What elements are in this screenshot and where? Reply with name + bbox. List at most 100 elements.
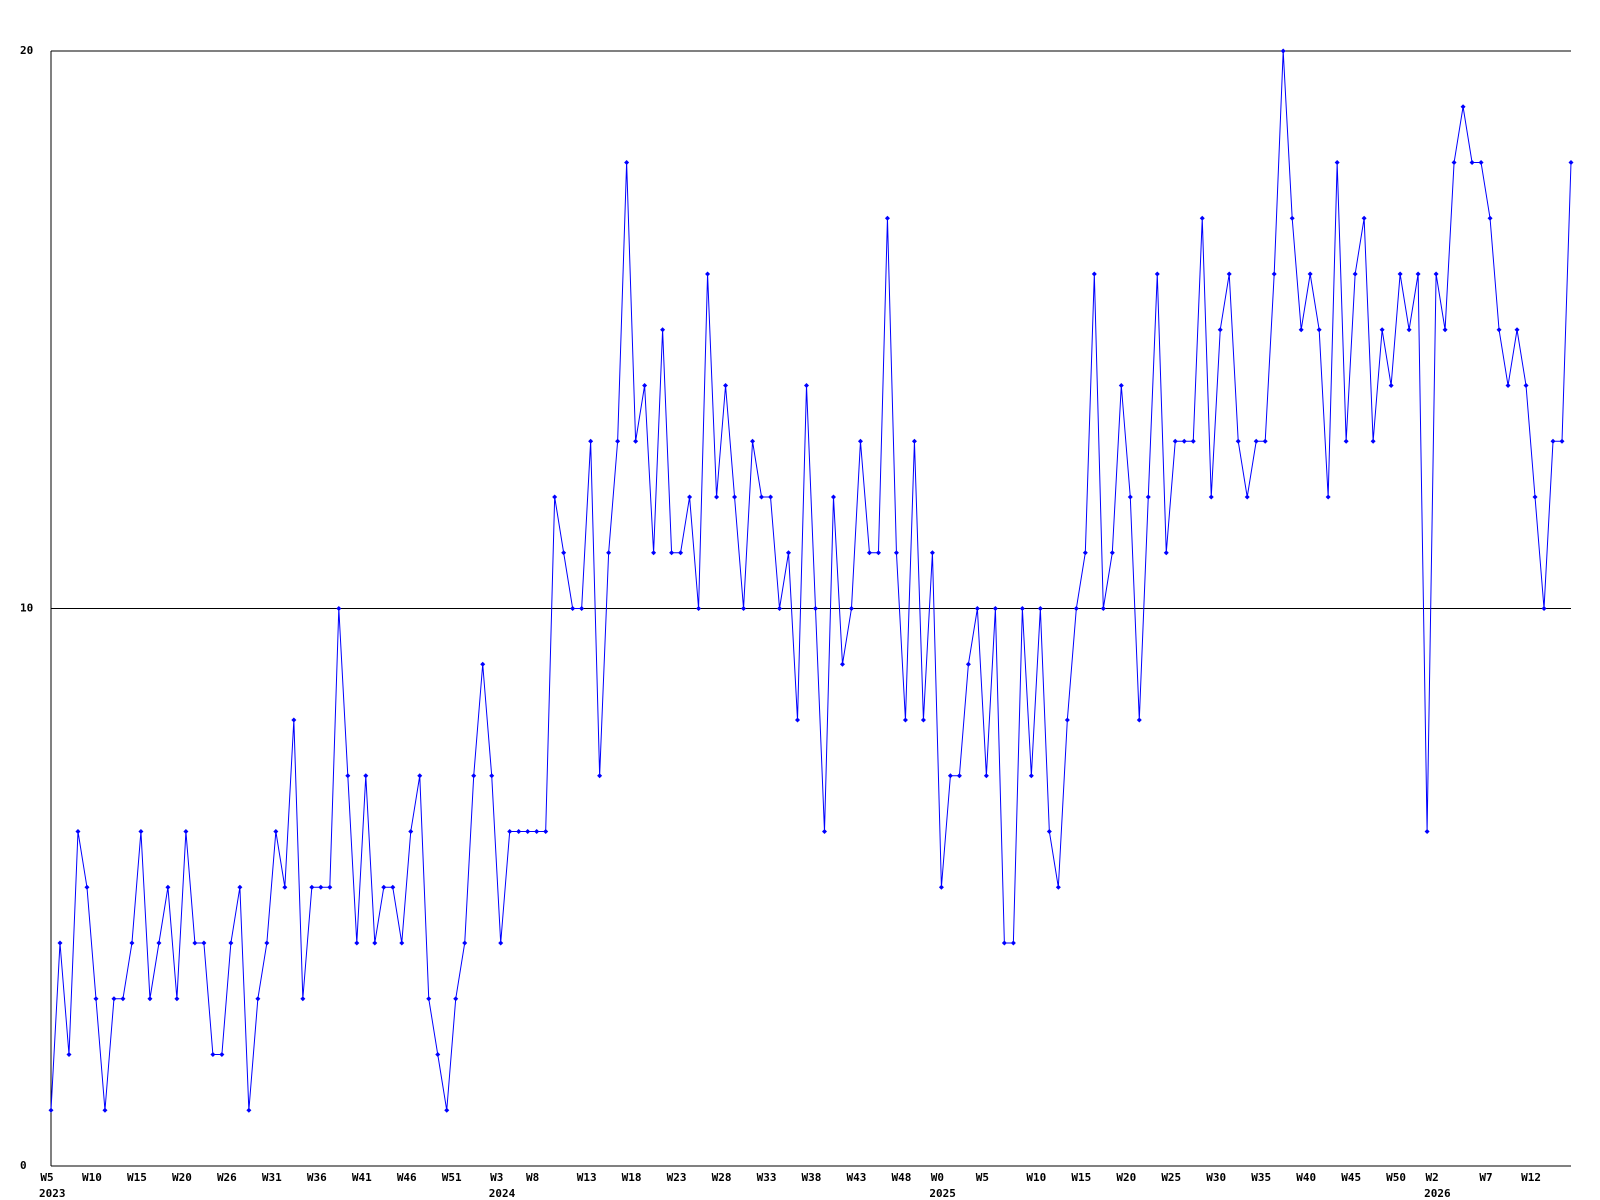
data-point <box>821 829 827 834</box>
x-tick-label: W15 <box>127 1171 147 1184</box>
data-point <box>156 940 162 946</box>
data-point <box>1271 271 1277 277</box>
data-point <box>1397 271 1403 277</box>
data-point <box>1244 494 1250 500</box>
data-point <box>597 773 603 779</box>
data-point <box>1289 215 1295 221</box>
x-tick-label: W25 <box>1161 1171 1181 1184</box>
data-point <box>408 829 414 834</box>
data-point <box>1064 717 1070 723</box>
data-point <box>462 940 468 946</box>
data-point <box>570 606 576 611</box>
data-point <box>1280 48 1286 54</box>
x-tick-label: W48 <box>892 1171 912 1184</box>
data-point <box>723 383 729 388</box>
data-point <box>75 829 81 834</box>
data-point <box>804 383 810 388</box>
data-point <box>1424 829 1430 834</box>
data-point <box>938 884 944 890</box>
x-tick-label: W15 <box>1071 1171 1091 1184</box>
x-tick-label: W26 <box>217 1171 237 1184</box>
data-point <box>911 438 917 444</box>
data-point <box>192 940 198 946</box>
data-point <box>399 940 405 946</box>
data-point <box>1082 550 1088 556</box>
data-point <box>120 996 126 1002</box>
data-point <box>714 494 720 500</box>
data-point <box>93 996 99 1002</box>
data-point <box>471 773 477 779</box>
data-point <box>237 884 243 890</box>
x-tick-label: W12 <box>1521 1171 1541 1184</box>
x-tick-label: W7 <box>1479 1171 1492 1184</box>
x-tick-label: W0 <box>931 1171 944 1184</box>
data-point <box>1388 383 1394 388</box>
data-point <box>1028 773 1034 779</box>
y-tick-label: 20 <box>20 44 33 57</box>
data-point <box>327 884 333 890</box>
data-point <box>1415 271 1421 277</box>
data-point <box>309 884 315 890</box>
data-point <box>219 1052 225 1057</box>
data-point <box>929 550 935 556</box>
data-point <box>1253 438 1259 444</box>
data-point <box>606 550 612 556</box>
data-point <box>1325 494 1331 500</box>
data-point <box>812 606 818 611</box>
data-point <box>1136 717 1142 723</box>
data-point <box>1559 438 1565 444</box>
data-point <box>435 1052 441 1057</box>
data-point <box>1442 327 1448 333</box>
data-point <box>165 884 171 890</box>
year-label: 2025 <box>929 1187 956 1200</box>
data-point <box>1532 494 1538 500</box>
x-tick-label: W51 <box>442 1171 462 1184</box>
data-point <box>1262 438 1268 444</box>
data-point <box>1550 438 1556 444</box>
data-point <box>1487 215 1493 221</box>
x-tick-label: W31 <box>262 1171 282 1184</box>
data-point <box>1091 271 1097 277</box>
data-point <box>543 829 549 834</box>
data-line <box>50 50 1572 1111</box>
data-point <box>1568 160 1574 165</box>
data-point <box>741 606 747 611</box>
data-point <box>974 606 980 611</box>
data-point <box>893 550 899 556</box>
data-point <box>848 606 854 611</box>
x-tick-label: W8 <box>526 1171 539 1184</box>
data-point <box>1460 104 1466 110</box>
data-point <box>264 940 270 946</box>
x-tick-label: W20 <box>172 1171 192 1184</box>
data-point <box>615 438 621 444</box>
data-point <box>750 438 756 444</box>
data-point <box>777 606 783 611</box>
data-point <box>1496 327 1502 333</box>
x-tick-label: W45 <box>1341 1171 1361 1184</box>
data-point <box>534 829 540 834</box>
data-point <box>965 661 971 667</box>
data-point <box>345 773 351 779</box>
data-point <box>210 1052 216 1057</box>
data-point <box>768 494 774 500</box>
x-tick-label: W23 <box>667 1171 687 1184</box>
data-point <box>1334 160 1340 165</box>
x-tick-label: W10 <box>1026 1171 1046 1184</box>
data-point <box>786 550 792 556</box>
data-point <box>354 940 360 946</box>
data-point <box>1118 383 1124 388</box>
data-point <box>147 996 153 1002</box>
data-point <box>246 1107 252 1113</box>
x-tick-label: W36 <box>307 1171 327 1184</box>
data-point <box>282 884 288 890</box>
data-point <box>857 438 863 444</box>
data-point <box>1217 327 1223 333</box>
data-point <box>1145 494 1151 500</box>
data-point <box>875 550 881 556</box>
data-point <box>947 773 953 779</box>
data-point <box>920 717 926 723</box>
data-point <box>1298 327 1304 333</box>
data-point <box>201 940 207 946</box>
data-point <box>129 940 135 946</box>
data-point <box>624 160 630 165</box>
